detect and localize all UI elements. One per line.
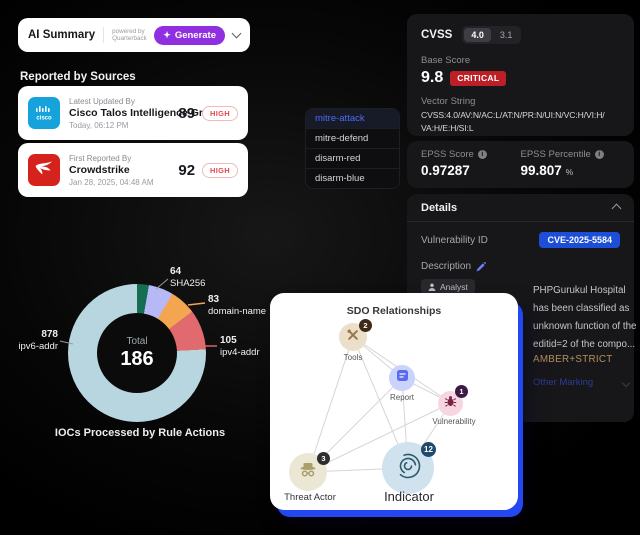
sdo-title: SDO Relationships [346, 305, 442, 317]
threat-actor-count-badge: 3 [317, 452, 330, 465]
severity-badge: HIGH [202, 162, 238, 178]
cisco-logo: cisco [28, 97, 60, 129]
sources-heading: Reported by Sources [20, 71, 136, 83]
menu-item-mitre-attack[interactable]: mitre-attack [306, 109, 399, 129]
source-score: 89 [178, 104, 196, 122]
donut-total-label: Total [126, 335, 148, 347]
source-score: 92 [178, 161, 196, 179]
other-marking-dropdown[interactable]: Other Marking [533, 377, 631, 388]
crowdstrike-logo [28, 154, 60, 186]
source-kicker: First Reported By [69, 153, 132, 163]
vulnerability-id-label: Vulnerability ID [421, 234, 488, 246]
source-card-crowdstrike[interactable]: First Reported By Crowdstrike Jan 28, 20… [18, 143, 248, 197]
donut-label-ipv4-addr: 105 ipv4-addr [220, 335, 260, 358]
ai-summary-title: AI Summary [28, 29, 96, 41]
source-info: Latest Updated By Cisco Talos Intelligen… [69, 96, 223, 130]
iocs-donut-chart: Total 186 [68, 284, 206, 422]
svg-text:cisco: cisco [36, 116, 52, 122]
node-label-tools: Tools [343, 353, 363, 362]
report-icon [396, 369, 409, 387]
person-icon [428, 283, 436, 291]
cve-badge[interactable]: CVE-2025-5584 [539, 232, 620, 248]
indicator-count-badge: 12 [421, 442, 436, 457]
node-label-report: Report [389, 393, 414, 402]
epss-score-value: 0.97287 [421, 163, 470, 178]
donut-total-value: 186 [120, 347, 154, 370]
donut-label-sha256: 64 SHA256 [170, 266, 206, 289]
tools-icon [346, 328, 360, 347]
epss-percentile-value: 99.807 % [520, 163, 574, 178]
chart-title: IOCs Processed by Rule Actions [54, 427, 226, 439]
tab-cvss-3-1[interactable]: 3.1 [499, 30, 513, 40]
base-score-value: 9.8 [421, 69, 444, 86]
generate-button[interactable]: Generate [154, 25, 225, 45]
ai-summary-card: AI Summary powered by Quarterback Genera… [18, 18, 250, 52]
bug-icon [444, 395, 457, 413]
node-threat-actor[interactable] [289, 453, 327, 491]
vulnerability-count-badge: 1 [455, 385, 468, 398]
node-label-threat-actor: Threat Actor [284, 492, 336, 503]
tlp-marking: AMBER+STRICT [533, 354, 613, 365]
cvss-version-tabs: 4.0 3.1 [462, 26, 522, 44]
sdo-relationships-card: SDO Relationships [270, 293, 518, 510]
menu-item-disarm-blue[interactable]: disarm-blue [315, 173, 365, 184]
source-timestamp: Jan 28, 2025, 04:48 AM [69, 177, 154, 187]
fingerprint-icon [393, 451, 423, 486]
edit-pencil-icon[interactable] [476, 261, 486, 272]
base-score-label: Base Score [421, 55, 471, 66]
donut-leader-lines [59, 278, 217, 347]
chevron-up-icon[interactable] [611, 203, 622, 213]
source-timestamp: Today, 06:12 PM [69, 120, 129, 130]
info-icon[interactable] [477, 150, 487, 159]
donut-label-domain-name: 83 domain-name [208, 294, 267, 317]
description-text: PHPGurukul Hospital has been classified … [533, 285, 637, 350]
details-title: Details [421, 202, 458, 214]
donut-label-ipv6-addr: 878 ipv6-addr [18, 329, 58, 352]
epss-percentile-label: EPSS Percentile [520, 149, 591, 160]
tools-count-badge: 2 [359, 319, 372, 332]
tab-cvss-4-0[interactable]: 4.0 [464, 28, 491, 42]
epss-percentile-block: EPSS Percentile 99.807 % [521, 149, 621, 180]
menu-item-mitre-defend[interactable]: mitre-defend [306, 129, 399, 149]
cvss-title: CVSS [421, 29, 453, 41]
source-name: Crowdstrike [69, 164, 130, 176]
source-card-cisco[interactable]: cisco Latest Updated By Cisco Talos Inte… [18, 86, 248, 140]
epss-score-label: EPSS Score [421, 149, 474, 160]
spy-icon [297, 459, 319, 486]
critical-badge: CRITICAL [450, 70, 507, 86]
node-label-vulnerability: Vulnerability [432, 417, 476, 426]
epss-score-block: EPSS Score 0.97287 [421, 149, 521, 180]
source-kicker: Latest Updated By [69, 96, 135, 106]
analyst-badge[interactable]: Analyst [421, 279, 475, 294]
chevron-down-icon [621, 378, 631, 387]
chevron-down-icon[interactable] [231, 28, 242, 39]
menu-item-disarm-red[interactable]: disarm-red [306, 149, 399, 169]
framework-menu: mitre-attack mitre-defend disarm-red dis… [305, 108, 400, 189]
node-label-indicator: Indicator [384, 489, 434, 504]
sparkle-icon [163, 30, 171, 41]
info-icon[interactable] [594, 150, 604, 159]
details-header[interactable]: Details [407, 194, 634, 222]
node-report[interactable] [389, 365, 415, 391]
source-info: First Reported By Crowdstrike Jan 28, 20… [69, 154, 176, 187]
divider [103, 27, 105, 43]
severity-badge: HIGH [202, 105, 238, 121]
vector-string-label: Vector String [421, 96, 476, 107]
description-label: Description [421, 261, 472, 272]
vector-string-value: CVSS:4.0/AV:N/AC:L/AT:N/PR:N/UI:N/VC:H/V… [421, 110, 605, 133]
source-name: Cisco Talos Intelligence Group [69, 107, 223, 119]
powered-by-label: powered by Quarterback [112, 27, 147, 43]
cvss-card: CVSS 4.0 3.1 Base Score 9.8 CRITICAL Vec… [407, 14, 634, 136]
donut-center: Total 186 [97, 313, 177, 393]
epss-card: EPSS Score 0.97287 EPSS Percentile 99.80… [407, 141, 634, 188]
